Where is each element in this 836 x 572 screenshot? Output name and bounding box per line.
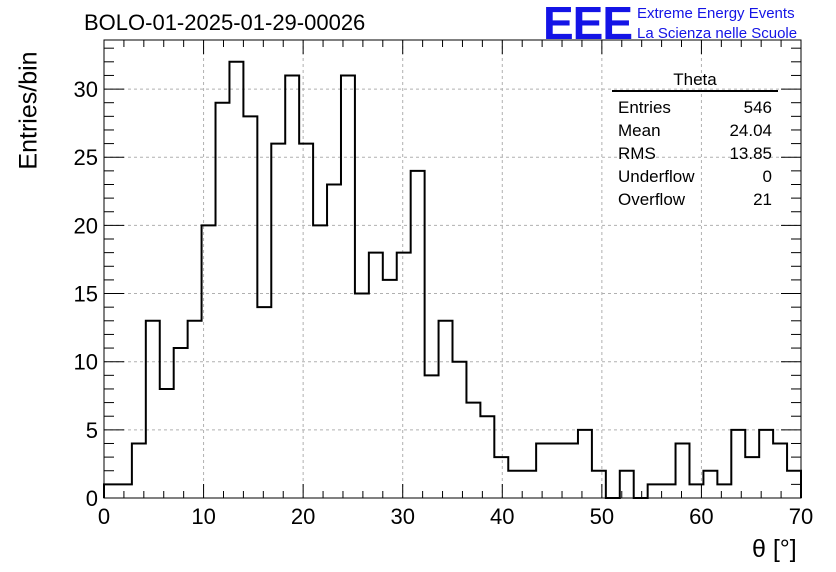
histogram-bin — [397, 253, 411, 498]
histogram-bin — [369, 253, 383, 498]
y-tick-label: 15 — [74, 282, 98, 307]
x-tick-label: 30 — [390, 504, 414, 529]
histogram-bin — [773, 443, 787, 498]
stats-box: Theta Entries 546 Mean 24.04 RMS 13.85 Unde… — [612, 70, 778, 211]
histogram-bin — [104, 484, 118, 498]
stats-label: Entries — [618, 98, 671, 117]
y-tick-label: 10 — [74, 350, 98, 375]
chart-title: BOLO-01-2025-01-29-00026 — [84, 10, 366, 35]
histogram-bin — [731, 430, 745, 498]
histogram-bin — [355, 294, 369, 498]
histogram-bin — [439, 321, 453, 498]
histogram-bin — [703, 471, 717, 498]
stats-row: Mean 24.04 — [612, 119, 778, 142]
histogram-bin — [480, 416, 494, 498]
x-tick-label: 60 — [689, 504, 713, 529]
y-tick-label: 20 — [74, 213, 98, 238]
y-axis-label: Entries/bin — [14, 51, 43, 170]
histogram-bin — [174, 348, 188, 498]
x-tick-label: 70 — [789, 504, 813, 529]
histogram-bin — [717, 484, 731, 498]
stats-value: 13.85 — [729, 144, 772, 163]
histogram-bin — [522, 471, 536, 498]
stats-value: 24.04 — [729, 121, 772, 140]
histogram-bin — [550, 443, 564, 498]
histogram-bin — [299, 144, 313, 498]
histogram-bin — [676, 443, 690, 498]
histogram-bin — [536, 443, 550, 498]
stats-label: RMS — [618, 144, 656, 163]
histogram-bin — [425, 375, 439, 498]
logo-line-2: La Scienza nelle Scuole — [637, 25, 798, 42]
histogram-bin — [243, 116, 257, 498]
histogram-bin — [383, 280, 397, 498]
axis-ticks — [103, 40, 802, 499]
histogram-line — [103, 60, 802, 499]
histogram-bin — [466, 403, 480, 498]
x-tick-label: 50 — [590, 504, 614, 529]
histogram-bin — [578, 430, 592, 498]
histogram-bin — [341, 75, 355, 498]
x-tick-label: 0 — [98, 504, 110, 529]
plot-frame — [103, 39, 802, 499]
x-tick-label: 10 — [191, 504, 215, 529]
histogram-bin — [759, 430, 773, 498]
histogram-bin — [229, 62, 243, 498]
histogram-bin — [411, 171, 425, 498]
histogram-bin — [160, 389, 174, 498]
stats-row: Underflow 0 — [612, 165, 778, 188]
stats-value: 546 — [743, 98, 772, 117]
stats-row: Overflow 21 — [612, 188, 778, 211]
histogram-bin — [564, 443, 578, 498]
histogram-bin — [271, 144, 285, 498]
histogram-bin — [648, 484, 662, 498]
y-tick-label: 25 — [74, 145, 98, 170]
stats-row: Entries 546 — [612, 96, 778, 119]
y-tick-label: 5 — [86, 418, 98, 443]
stats-label: Overflow — [618, 190, 686, 209]
histogram-bin — [508, 471, 522, 498]
x-axis-label: θ [°] — [752, 535, 797, 563]
histogram-bin — [494, 457, 508, 498]
histogram-bin — [745, 457, 759, 498]
stats-row: RMS 13.85 — [612, 142, 778, 165]
histogram-bin — [118, 484, 132, 498]
stats-title: Theta — [612, 70, 778, 92]
histogram-bin — [257, 307, 271, 498]
eee-logo-mark: EEE — [543, 0, 633, 49]
histogram-bin — [146, 321, 160, 498]
y-tick-label: 0 — [86, 486, 98, 511]
stats-value: 0 — [762, 167, 772, 186]
stats-label: Underflow — [618, 167, 695, 186]
histogram-bin — [327, 184, 341, 498]
histogram-bin — [285, 75, 299, 498]
histogram-bin — [132, 443, 146, 498]
x-tick-label: 40 — [490, 504, 514, 529]
y-tick-label: 30 — [74, 77, 98, 102]
tick-labels: 0 10 20 30 40 50 60 70 0 5 10 15 20 25 30 — [74, 77, 814, 529]
histogram-bin — [662, 484, 676, 498]
stats-value: 21 — [753, 190, 772, 209]
stats-label: Mean — [618, 121, 661, 140]
x-tick-label: 20 — [291, 504, 315, 529]
histogram-bin — [592, 471, 606, 498]
histogram-bin — [188, 321, 202, 498]
logo-line-1: Extreme Energy Events — [637, 5, 795, 22]
histogram-bin — [216, 103, 230, 498]
